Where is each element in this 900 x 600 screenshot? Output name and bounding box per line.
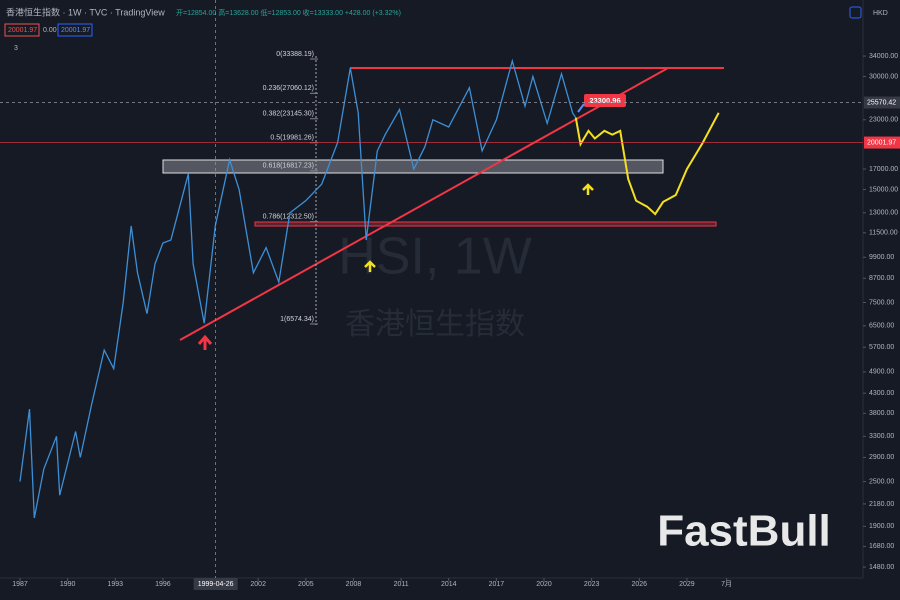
target-tag [584, 94, 626, 107]
x-tick-label: 2008 [346, 581, 362, 588]
ohlc: 开=12854.00 高=13628.00 低=12853.00 收=13333… [176, 8, 401, 17]
fib-label: 0(33388.19) [276, 51, 314, 58]
fib-label: 0.786(12312.50) [263, 214, 314, 221]
y-tick-label: 3800.00 [869, 410, 894, 417]
y-tick-label: 2180.00 [869, 501, 894, 508]
target-label: 23300.96 [589, 96, 620, 105]
x-tick-label: 2014 [441, 581, 457, 588]
trendline [179, 67, 669, 341]
x-tick-label: 2017 [489, 581, 505, 588]
y-tick-label: 1480.00 [869, 564, 894, 571]
currency: HKD [873, 10, 888, 17]
x-tick-label: 7月 [721, 580, 732, 588]
y-tick-label: 23000.00 [869, 117, 898, 124]
price-line [19, 58, 577, 519]
arrow-up [364, 260, 376, 272]
y-tick-label: 15000.00 [869, 186, 898, 193]
y-tick-label: 8700.00 [869, 275, 894, 282]
last-price-label: 20001.97 [867, 139, 896, 146]
symbol-title: 香港恒生指数 · 1W · TVC · TradingView [6, 6, 165, 17]
arrow-up [582, 183, 594, 195]
settings-button[interactable] [849, 6, 862, 19]
y-tick-label: 3300.00 [869, 433, 894, 440]
x-tick-label: 2026 [631, 581, 647, 588]
crosshair-x-tag [193, 578, 238, 590]
y-tick-label: 17000.00 [869, 166, 898, 173]
y-tick-label: 6500.00 [869, 323, 894, 330]
x-tick-label: 1990 [60, 581, 76, 588]
spread: 0.00 [43, 27, 57, 34]
fib-label: 0.618(16817.23) [263, 163, 314, 170]
sell-box[interactable] [4, 23, 40, 37]
arrow-up [197, 334, 213, 350]
fib-label: 1(6574.34) [280, 316, 314, 323]
x-tick-label: 1993 [107, 581, 123, 588]
sell-price: 20001.97 [8, 27, 37, 34]
y-tick-label: 2900.00 [869, 454, 894, 461]
y-tick-label: 9900.00 [869, 254, 894, 261]
crosshair-x-label: 1999-04-26 [198, 581, 234, 588]
target-pointer [577, 103, 585, 113]
y-tick-label: 1680.00 [869, 543, 894, 550]
y-tick-label: 30000.00 [869, 73, 898, 80]
crosshair-y-tag [864, 96, 900, 109]
buy-box[interactable] [57, 23, 93, 37]
watermark-ticker: HSI, 1W [338, 228, 532, 286]
y-tick-label: 13000.00 [869, 210, 898, 217]
y-tick-label: 34000.00 [869, 53, 898, 60]
y-tick-label: 4300.00 [869, 390, 894, 397]
x-tick-label: 2011 [394, 581, 409, 588]
fib-label: 0.382(23145.30) [263, 111, 314, 118]
x-tick-label: 2002 [250, 581, 266, 588]
last-price-tag [864, 136, 900, 149]
watermark-name: 香港恒生指数 [345, 308, 525, 341]
fib-label: 0.5(19981.26) [270, 135, 314, 142]
y-tick-label: 11500.00 [869, 230, 898, 237]
x-tick-label: 1996 [155, 581, 171, 588]
brand-logo: FastBull [657, 507, 831, 556]
fib-label: 0.236(27060.12) [263, 85, 314, 92]
x-tick-label: 2029 [679, 581, 695, 588]
indicator-count: 3 [14, 45, 18, 52]
crosshair-y-label: 25570.42 [867, 99, 896, 106]
y-tick-label: 2500.00 [869, 478, 894, 485]
x-tick-label: 2020 [536, 581, 552, 588]
y-tick-label: 7500.00 [869, 299, 894, 306]
y-tick-label: 1900.00 [869, 523, 894, 530]
x-tick-label: 2023 [584, 581, 600, 588]
y-tick-label: 4900.00 [869, 369, 894, 376]
projection-line [574, 112, 720, 216]
x-tick-label: 1987 [12, 581, 28, 588]
support-zone [254, 221, 717, 227]
x-tick-label: 2005 [298, 581, 314, 588]
y-tick-label: 5700.00 [869, 344, 894, 351]
buy-price: 20001.97 [61, 27, 90, 34]
